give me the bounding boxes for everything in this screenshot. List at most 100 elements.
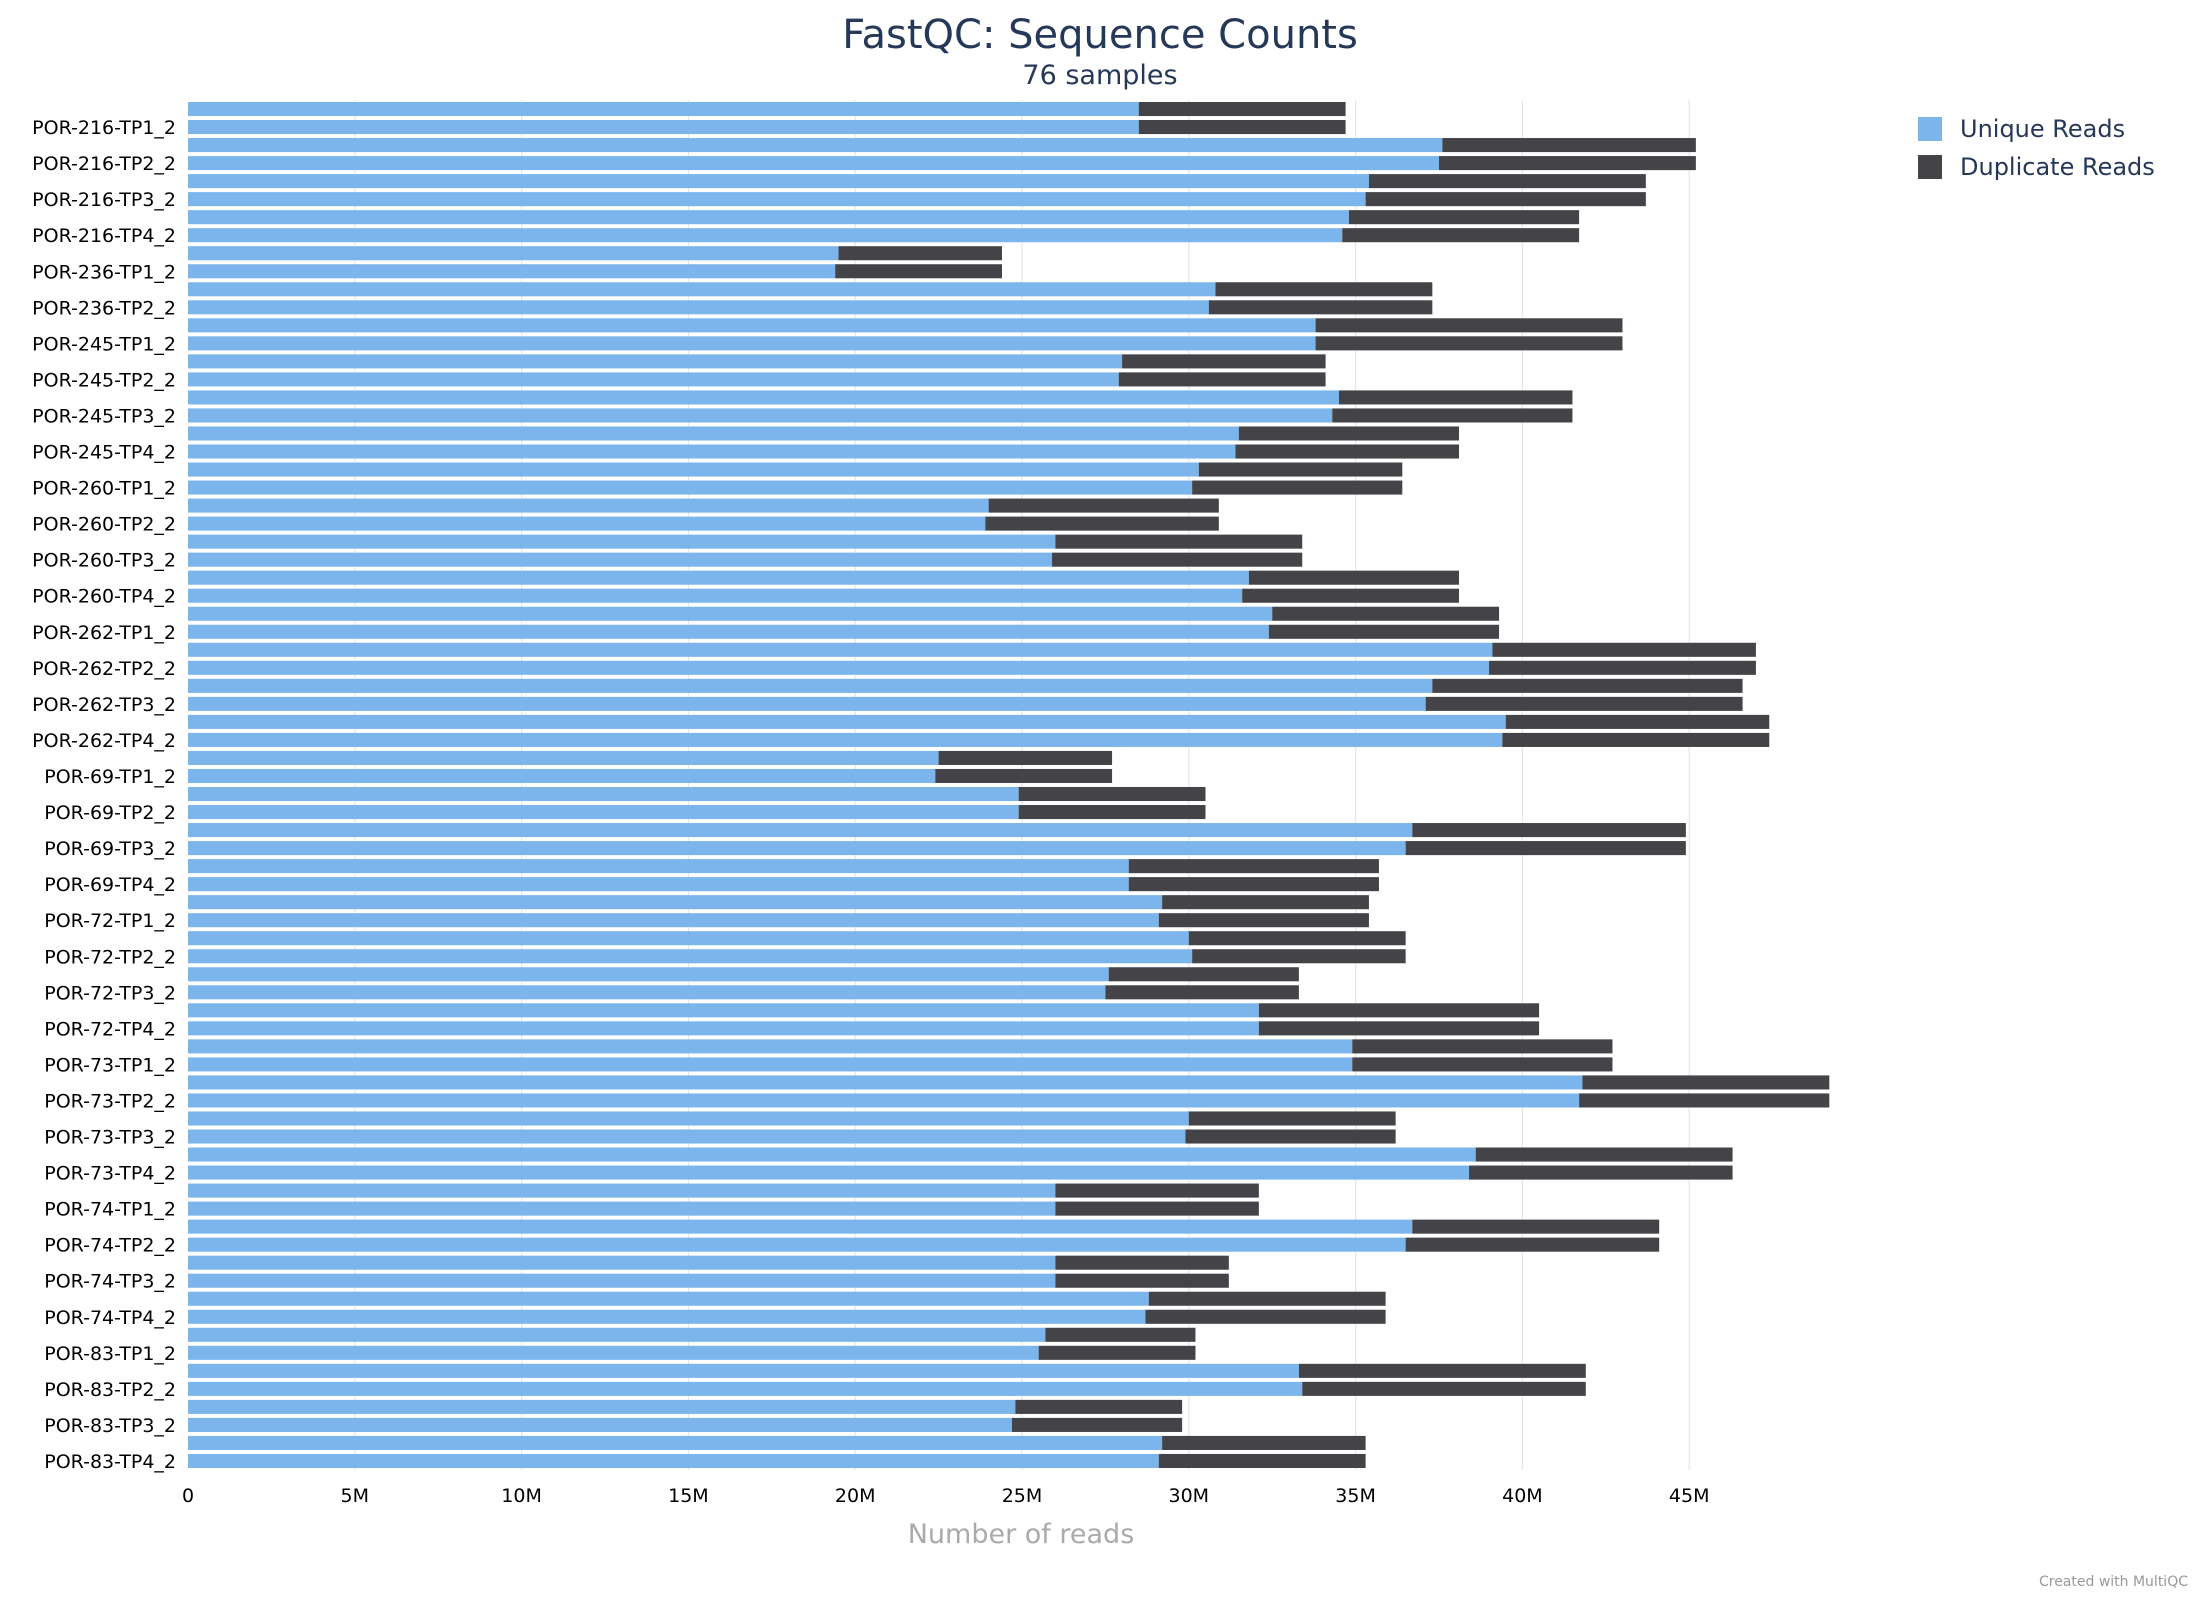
bar-unique-reads[interactable] [188,390,1339,405]
bar-unique-reads[interactable] [188,1327,1046,1342]
bar-duplicate-reads[interactable] [1018,786,1206,802]
bar-duplicate-reads[interactable] [1128,859,1379,874]
bar-duplicate-reads[interactable] [1338,390,1573,405]
bar-unique-reads[interactable] [188,210,1349,225]
bar-duplicate-reads[interactable] [1302,1381,1586,1396]
bar-unique-reads[interactable] [188,1363,1299,1378]
bar-duplicate-reads[interactable] [1258,1021,1540,1036]
bar-duplicate-reads[interactable] [1045,1327,1196,1342]
bar-duplicate-reads[interactable] [1238,426,1460,441]
bar-unique-reads[interactable] [188,1399,1016,1414]
bar-duplicate-reads[interactable] [1122,354,1326,369]
bar-duplicate-reads[interactable] [1405,841,1686,856]
bar-unique-reads[interactable] [188,1021,1259,1036]
bar-unique-reads[interactable] [188,823,1413,838]
bar-duplicate-reads[interactable] [1128,877,1379,892]
bar-unique-reads[interactable] [188,1111,1189,1126]
bar-unique-reads[interactable] [188,1291,1149,1306]
bar-unique-reads[interactable] [188,768,936,784]
bar-unique-reads[interactable] [188,1381,1303,1396]
bar-duplicate-reads[interactable] [1148,1291,1386,1306]
bar-duplicate-reads[interactable] [1162,895,1369,910]
bar-duplicate-reads[interactable] [1055,1183,1259,1198]
bar-duplicate-reads[interactable] [1248,570,1460,585]
bar-unique-reads[interactable] [188,714,1506,729]
bar-unique-reads[interactable] [188,1093,1580,1108]
bar-unique-reads[interactable] [188,678,1433,693]
bar-unique-reads[interactable] [188,642,1493,657]
bar-unique-reads[interactable] [188,877,1129,892]
bar-unique-reads[interactable] [188,228,1343,243]
bar-duplicate-reads[interactable] [1038,1345,1196,1360]
bar-unique-reads[interactable] [188,120,1139,135]
bar-duplicate-reads[interactable] [1052,552,1303,567]
bar-unique-reads[interactable] [188,1237,1406,1252]
bar-duplicate-reads[interactable] [1268,624,1500,639]
bar-unique-reads[interactable] [188,372,1119,387]
bar-duplicate-reads[interactable] [985,516,1219,531]
bar-unique-reads[interactable] [188,282,1216,297]
bar-unique-reads[interactable] [188,264,836,279]
bar-duplicate-reads[interactable] [1188,1111,1396,1126]
bar-duplicate-reads[interactable] [1332,408,1573,423]
bar-unique-reads[interactable] [188,1255,1056,1270]
bar-unique-reads[interactable] [188,732,1503,747]
bar-unique-reads[interactable] [188,913,1159,928]
bar-duplicate-reads[interactable] [1208,300,1433,315]
bar-unique-reads[interactable] [188,336,1316,351]
bar-duplicate-reads[interactable] [1412,823,1686,838]
bar-duplicate-reads[interactable] [1298,1363,1586,1378]
bar-duplicate-reads[interactable] [1442,138,1696,153]
bar-unique-reads[interactable] [188,967,1109,982]
bar-duplicate-reads[interactable] [1055,1255,1229,1270]
bar-unique-reads[interactable] [188,786,1019,802]
bar-duplicate-reads[interactable] [1439,156,1696,171]
bar-duplicate-reads[interactable] [1145,1309,1386,1324]
bar-unique-reads[interactable] [188,1417,1012,1432]
bar-unique-reads[interactable] [188,660,1490,675]
bar-unique-reads[interactable] [188,1201,1056,1216]
bar-duplicate-reads[interactable] [1055,1273,1229,1288]
bar-unique-reads[interactable] [188,931,1189,946]
bar-unique-reads[interactable] [188,1039,1353,1054]
bar-unique-reads[interactable] [188,174,1369,189]
bar-unique-reads[interactable] [188,156,1439,171]
bar-unique-reads[interactable] [188,1165,1470,1180]
bar-duplicate-reads[interactable] [1272,606,1500,621]
bar-unique-reads[interactable] [188,1075,1583,1090]
bar-unique-reads[interactable] [188,138,1443,153]
bar-unique-reads[interactable] [188,516,986,531]
bar-duplicate-reads[interactable] [1342,228,1580,243]
bar-unique-reads[interactable] [188,606,1273,621]
bar-duplicate-reads[interactable] [1105,985,1299,1000]
bar-unique-reads[interactable] [188,859,1129,874]
bar-duplicate-reads[interactable] [1018,805,1206,820]
bar-unique-reads[interactable] [188,246,839,261]
bar-unique-reads[interactable] [188,300,1209,315]
bar-unique-reads[interactable] [188,570,1249,585]
bar-unique-reads[interactable] [188,1147,1476,1162]
bar-duplicate-reads[interactable] [1158,913,1369,928]
bar-duplicate-reads[interactable] [1425,696,1743,711]
bar-duplicate-reads[interactable] [1011,1417,1183,1432]
bar-duplicate-reads[interactable] [938,750,1113,765]
bar-duplicate-reads[interactable] [1055,1201,1259,1216]
bar-duplicate-reads[interactable] [1348,210,1580,225]
bar-unique-reads[interactable] [188,949,1193,964]
bar-unique-reads[interactable] [188,1453,1159,1469]
bar-duplicate-reads[interactable] [1235,444,1460,459]
bar-duplicate-reads[interactable] [1108,967,1299,982]
bar-duplicate-reads[interactable] [1055,534,1303,549]
bar-unique-reads[interactable] [188,1435,1163,1450]
bar-unique-reads[interactable] [188,1183,1056,1198]
legend-label[interactable]: Unique Reads [1960,115,2125,143]
bar-duplicate-reads[interactable] [1368,174,1646,189]
bar-unique-reads[interactable] [188,498,989,513]
bar-unique-reads[interactable] [188,192,1366,207]
bar-duplicate-reads[interactable] [1192,949,1406,964]
bar-unique-reads[interactable] [188,985,1106,1000]
bar-unique-reads[interactable] [188,1309,1146,1324]
bar-unique-reads[interactable] [188,444,1236,459]
bar-duplicate-reads[interactable] [1138,101,1346,117]
bar-duplicate-reads[interactable] [1502,732,1770,747]
